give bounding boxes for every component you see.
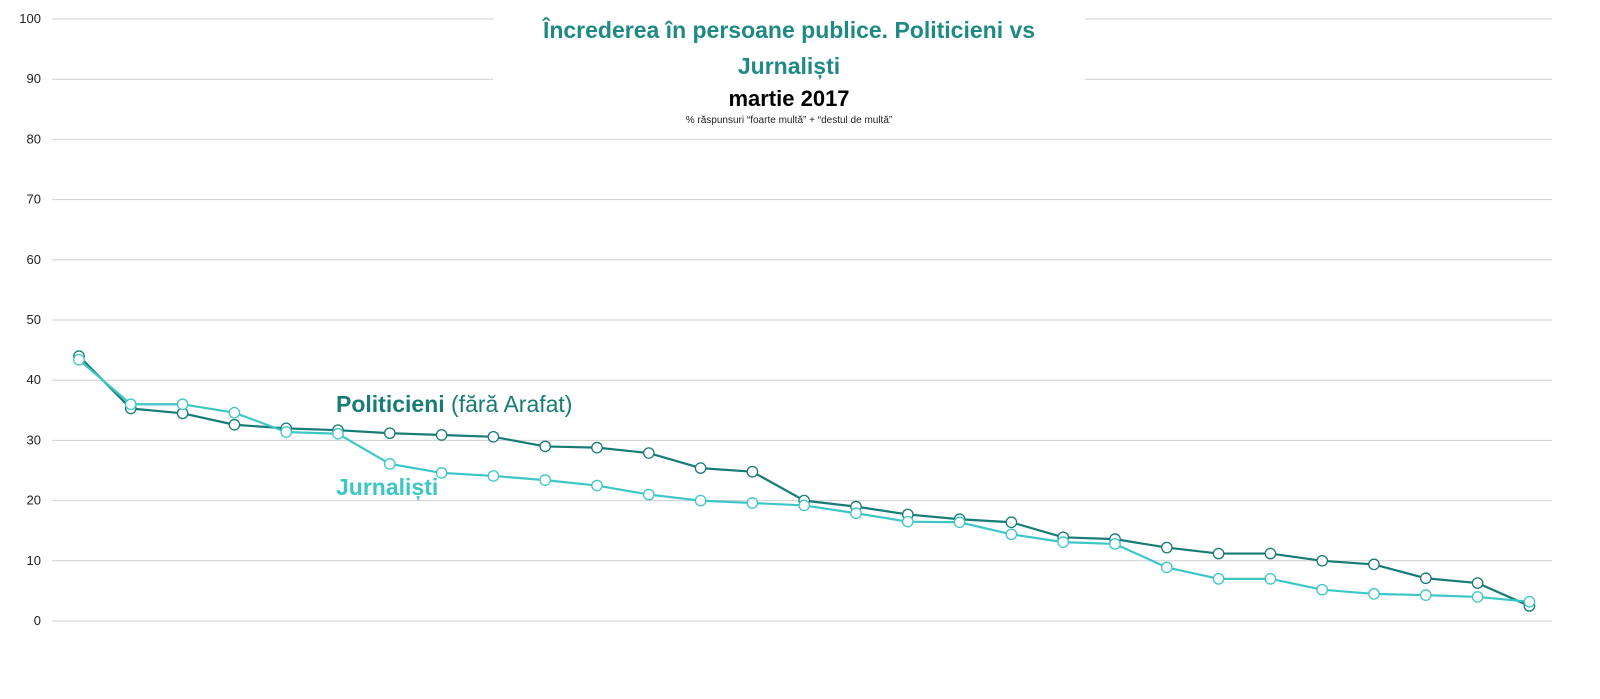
chart-title-block: Încrederea în persoane publice. Politici… [493, 12, 1085, 126]
data-point-jurnalisti [383, 458, 396, 470]
y-tick-label: 0 [34, 613, 41, 628]
data-point-jurnalisti [332, 427, 344, 440]
data-point-jurnalisti [1212, 573, 1225, 585]
data-point-politicieni [539, 440, 552, 453]
data-point-politicieni [746, 465, 759, 478]
y-tick-label: 80 [27, 131, 41, 146]
data-point-politicieni [435, 429, 448, 441]
data-point-politicieni [487, 430, 500, 443]
y-tick-label: 10 [27, 553, 41, 568]
grid-lines [52, 18, 1552, 622]
series-label-jurnalisti: Jurnaliști [336, 474, 439, 500]
data-point-jurnalisti [642, 488, 655, 501]
y-tick-label: 20 [27, 493, 41, 508]
chart-subtitle: martie 2017 [728, 86, 850, 111]
chart-note: % răspunsuri “foarte multă” + “destul de… [685, 115, 893, 126]
series-line-politicieni [78, 355, 1530, 607]
y-tick-label: 90 [27, 71, 41, 86]
series-label-politicieni-rest: (fără Arafat) [444, 391, 573, 417]
data-point-politicieni [591, 441, 603, 454]
data-point-jurnalisti [901, 515, 914, 528]
data-point-politicieni [1419, 572, 1432, 585]
data-point-jurnalisti [1368, 588, 1380, 600]
data-point-jurnalisti [1057, 536, 1070, 548]
data-point-politicieni [1368, 558, 1380, 571]
y-tick-label: 50 [27, 312, 41, 327]
data-point-jurnalisti [1005, 528, 1018, 541]
series-points [73, 350, 1536, 612]
series-lines [78, 355, 1530, 607]
data-point-jurnalisti [953, 516, 966, 529]
data-point-politicieni [1316, 554, 1329, 567]
data-point-jurnalisti [1316, 583, 1329, 596]
data-point-jurnalisti [539, 474, 552, 486]
data-point-jurnalisti [124, 398, 137, 411]
data-point-politicieni [1471, 577, 1484, 589]
data-point-jurnalisti [1471, 591, 1484, 603]
data-point-jurnalisti [435, 467, 448, 479]
data-point-jurnalisti [591, 479, 603, 492]
series-line-jurnalisti [78, 358, 1530, 603]
data-point-jurnalisti [746, 497, 759, 509]
data-point-jurnalisti [176, 398, 189, 411]
y-tick-label: 100 [19, 11, 41, 26]
data-point-jurnalisti [694, 494, 707, 507]
y-tick-label: 30 [27, 432, 41, 447]
y-tick-label: 60 [27, 252, 41, 267]
data-point-politicieni [1005, 516, 1018, 529]
data-point-politicieni [1160, 541, 1173, 554]
data-point-jurnalisti [798, 499, 811, 512]
data-point-jurnalisti [1264, 573, 1277, 585]
data-point-politicieni [1212, 547, 1225, 560]
data-point-jurnalisti [1109, 538, 1121, 550]
data-point-politicieni [642, 447, 655, 459]
data-point-jurnalisti [280, 426, 293, 438]
data-point-jurnalisti [850, 507, 862, 520]
series-label-politicieni-bold: Politicieni [336, 391, 445, 417]
y-tick-label: 40 [27, 372, 41, 387]
data-point-politicieni [383, 427, 396, 440]
series-label-politicieni: Politicieni (fără Arafat) [336, 391, 572, 418]
y-axis: 0 10 20 30 40 50 60 70 80 90 100 [19, 11, 41, 628]
chart-title: Încrederea în persoane publice. Politici… [542, 17, 1036, 79]
data-point-jurnalisti [487, 470, 500, 482]
data-point-jurnalisti [1419, 589, 1432, 601]
data-point-politicieni [694, 462, 707, 474]
data-point-jurnalisti [228, 406, 241, 419]
y-tick-label: 70 [27, 192, 41, 207]
data-point-jurnalisti [73, 353, 85, 366]
data-point-politicieni [228, 418, 241, 431]
data-point-jurnalisti [1160, 561, 1173, 574]
data-point-politicieni [1264, 547, 1277, 560]
data-point-jurnalisti [1523, 595, 1536, 608]
